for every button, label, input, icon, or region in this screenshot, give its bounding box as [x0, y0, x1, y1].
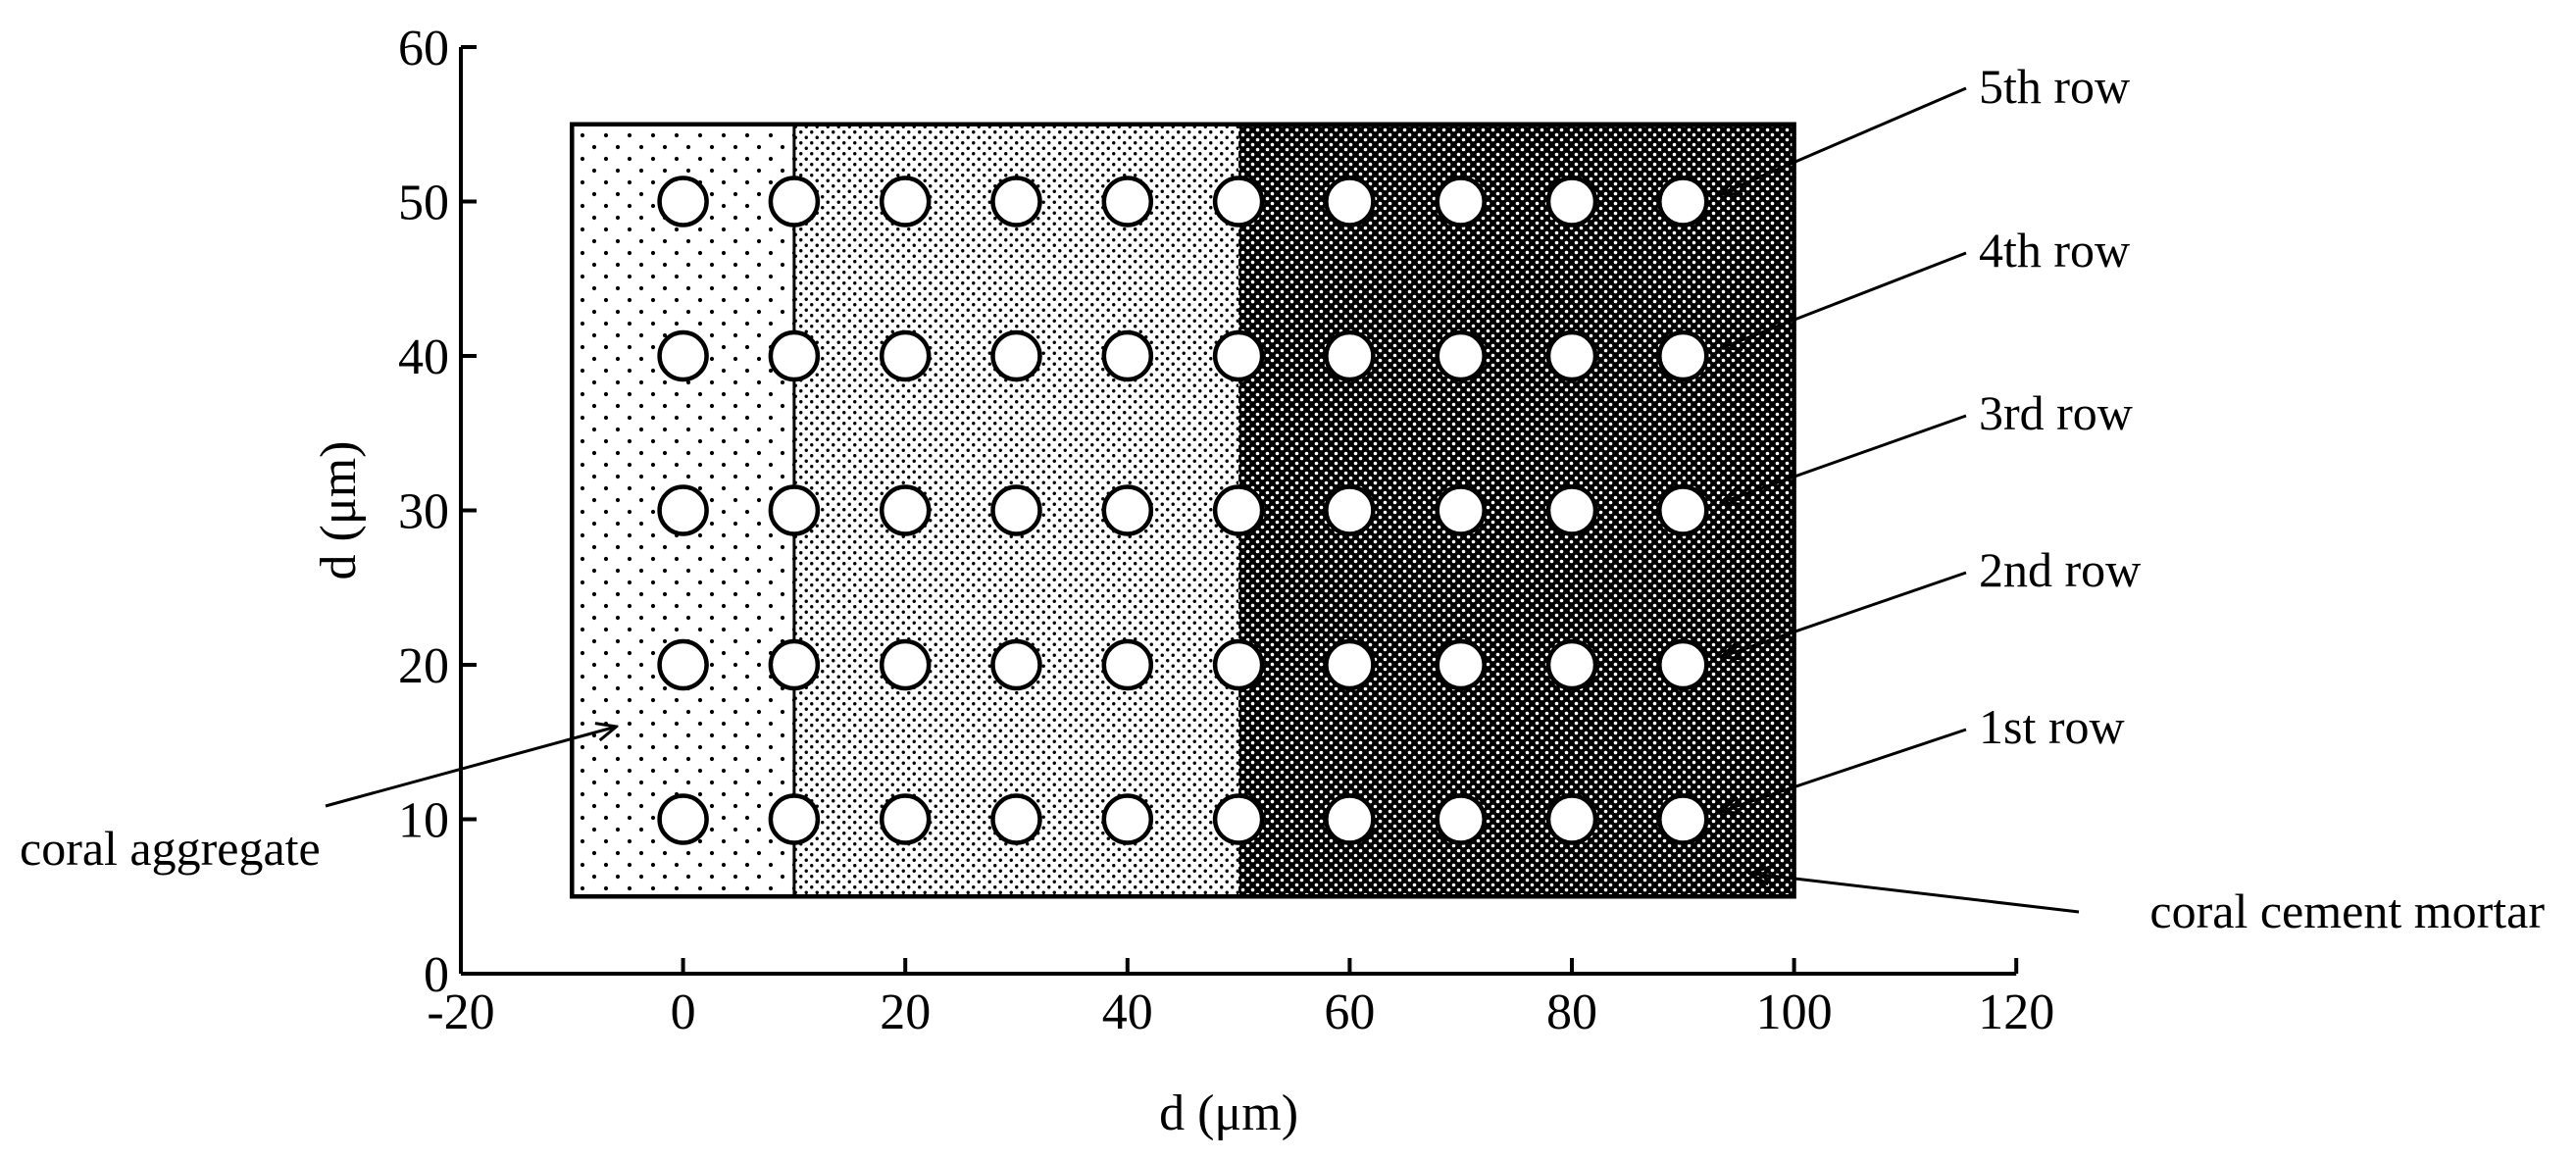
material-pointer-arrow: [325, 727, 617, 808]
row-pointer-arrow: [1721, 414, 1967, 503]
x-tick-label: -20: [427, 984, 494, 1040]
node-point: [1212, 484, 1265, 536]
row-label: 1st row: [1979, 699, 2125, 754]
x-axis: -20 0 20 40 60 80 100 120 d (μm): [427, 958, 2054, 1141]
node-point: [990, 176, 1042, 227]
x-tick-label: 100: [1756, 984, 1833, 1040]
y-tick-label: 20: [398, 638, 449, 694]
node-point: [879, 176, 932, 227]
node-point: [1212, 793, 1265, 845]
row-pointer-arrow: [1721, 251, 1967, 348]
node-point: [879, 329, 932, 382]
x-tick-label: 20: [880, 984, 931, 1040]
node-point: [1435, 484, 1487, 536]
node-point: [768, 329, 821, 382]
node-point: [1435, 329, 1487, 382]
node-point: [990, 793, 1042, 845]
x-axis-ticks: -20 0 20 40 60 80 100 120: [427, 958, 2054, 1040]
node-point: [1657, 484, 1709, 536]
row-label: 3rd row: [1979, 385, 2133, 440]
node-point: [1212, 638, 1265, 691]
node-point: [1435, 638, 1487, 691]
annotations: 1st row 2nd row 3rd row 4th row 5th row coral…: [20, 59, 2545, 938]
node-point: [1101, 484, 1154, 536]
node-point: [1324, 176, 1376, 227]
node-point: [768, 638, 821, 691]
node-point: [1212, 176, 1265, 227]
node-point: [768, 793, 821, 845]
node-point: [657, 329, 709, 382]
node-point: [657, 793, 709, 845]
node-point: [1545, 484, 1598, 536]
node-point: [879, 484, 932, 536]
x-axis-title: d (μm): [1159, 1085, 1298, 1141]
node-point: [879, 638, 932, 691]
row-pointer-arrow: [1721, 86, 1967, 194]
node-point: [879, 793, 932, 845]
node-point: [1545, 176, 1598, 227]
node-point: [1101, 329, 1154, 382]
y-axis: 0 10 20 30 40 50 60 d (μm): [311, 21, 477, 1003]
node-point: [1545, 329, 1598, 382]
node-point: [1545, 638, 1598, 691]
node-point: [1101, 638, 1154, 691]
material-label: coral cement mortar: [2149, 883, 2545, 938]
node-point: [1324, 793, 1376, 845]
x-tick-label: 40: [1102, 984, 1153, 1040]
x-tick-label: 120: [1978, 984, 2054, 1040]
node-point: [657, 176, 709, 227]
nodes-layer: [657, 176, 1709, 845]
row-label: 4th row: [1979, 223, 2130, 277]
node-point: [768, 176, 821, 227]
y-tick-label: 40: [398, 329, 449, 385]
row-label: 2nd row: [1979, 542, 2141, 597]
node-point: [768, 484, 821, 536]
node-point: [990, 638, 1042, 691]
material-regions: [570, 122, 1796, 899]
node-point: [1435, 793, 1487, 845]
row-label: 5th row: [1979, 59, 2130, 114]
node-point: [1657, 329, 1709, 382]
node-point: [1101, 793, 1154, 845]
y-tick-label: 50: [398, 176, 449, 231]
node-point: [990, 484, 1042, 536]
node-point: [1101, 176, 1154, 227]
y-axis-title: d (μm): [311, 441, 367, 580]
node-point: [1657, 176, 1709, 227]
y-tick-label: 10: [398, 793, 449, 849]
node-point: [1657, 638, 1709, 691]
y-axis-ticks: 0 10 20 30 40 50 60: [398, 21, 477, 1003]
node-point: [1657, 793, 1709, 845]
row-pointer-arrow: [1721, 728, 1967, 812]
y-tick-label: 0: [424, 947, 449, 1003]
node-point: [1324, 484, 1376, 536]
node-point: [657, 638, 709, 691]
node-point: [1324, 329, 1376, 382]
node-point: [990, 329, 1042, 382]
y-tick-label: 60: [398, 21, 449, 76]
y-tick-label: 30: [398, 484, 449, 540]
specimen-border: [570, 122, 1796, 899]
material-label: coral aggregate: [20, 821, 321, 876]
node-point: [1545, 793, 1598, 845]
x-tick-label: 0: [671, 984, 696, 1040]
node-point: [1212, 329, 1265, 382]
region-dense-dots: [1238, 124, 1794, 897]
row-pointer-arrow: [1721, 571, 1967, 657]
node-point: [1324, 638, 1376, 691]
node-point: [657, 484, 709, 536]
node-point: [1435, 176, 1487, 227]
x-tick-label: 60: [1324, 984, 1375, 1040]
x-tick-label: 80: [1546, 984, 1597, 1040]
material-pointer-arrow: [1749, 874, 2080, 914]
